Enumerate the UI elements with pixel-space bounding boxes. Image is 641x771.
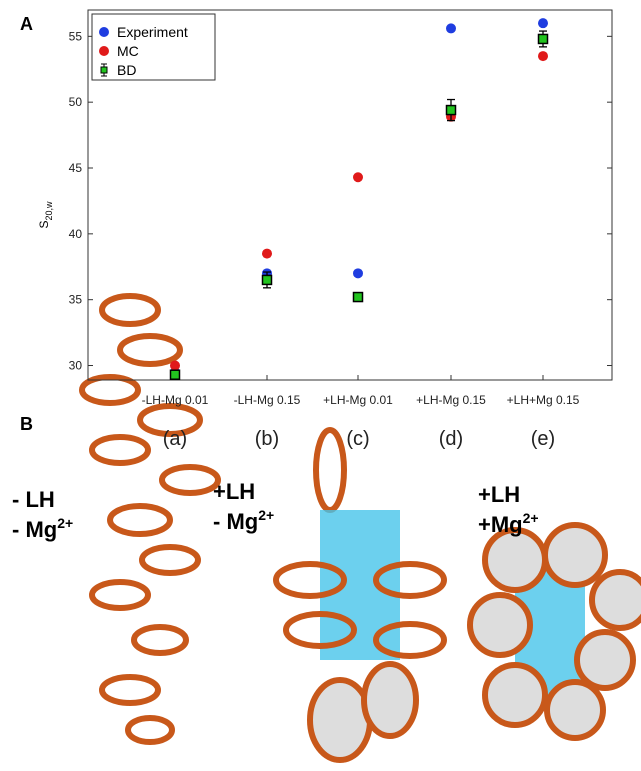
legend-marker (100, 66, 108, 74)
legend-box (91, 13, 216, 81)
structure-label: - Mg2+ (12, 515, 73, 542)
structure-label: - LH (12, 487, 55, 512)
data-point (353, 172, 363, 183)
legend-label: MC (117, 43, 139, 59)
category-letter: (d) (439, 428, 463, 450)
category-letter: (c) (346, 428, 369, 450)
legend-label: Experiment (117, 24, 188, 40)
structure-label-sup: 2+ (523, 510, 539, 526)
structure-illustrations (79, 293, 641, 763)
x-tick-label: +LH-Mg 0.15 (416, 393, 486, 407)
x-tick-label: +LH+Mg 0.15 (507, 393, 580, 407)
structure-label-sup: 2+ (57, 515, 73, 531)
structure-label-text: +Mg (478, 512, 523, 537)
y-axis-label: S20,w (37, 201, 54, 229)
category-letter: (a) (163, 428, 187, 450)
structure-label-text: - Mg (213, 509, 258, 534)
structure-label-text: - Mg (12, 517, 57, 542)
data-point (538, 18, 548, 29)
structure-label-text: +LH (478, 482, 520, 507)
legend-marker (99, 27, 109, 37)
y-tick-label: 55 (69, 29, 83, 43)
x-tick-label: -LH-Mg 0.01 (142, 393, 209, 407)
structure-label-text: +LH (213, 479, 255, 504)
structure-label: +LH (213, 479, 255, 504)
category-letter: (b) (255, 428, 279, 450)
legend: Experiment MC BD (91, 13, 216, 81)
data-point (537, 33, 549, 45)
structure-label-text: - LH (12, 487, 55, 512)
legend-marker (99, 46, 109, 56)
legend-label: BD (117, 62, 136, 78)
data-point (169, 369, 181, 380)
data-point (538, 51, 548, 62)
y-tick-label: 45 (69, 161, 83, 175)
data-point (352, 291, 364, 303)
x-tick-label: -LH-Mg 0.15 (234, 393, 301, 407)
y-tick-label: 35 (69, 293, 83, 307)
data-point (170, 360, 180, 371)
y-axis-label-sub: 20,w (44, 201, 54, 221)
data-point (353, 268, 363, 279)
data-point (446, 23, 456, 34)
panel-label: B (20, 414, 33, 434)
x-tick-label: +LH-Mg 0.01 (323, 393, 393, 407)
y-tick-label: 40 (69, 227, 83, 241)
category-letter: (e) (531, 428, 555, 450)
structure-label: +LH (478, 482, 520, 507)
structure-label-sup: 2+ (258, 507, 274, 523)
y-axis-label-main: S (37, 221, 51, 229)
structure-label: +Mg2+ (478, 510, 539, 537)
data-point (262, 248, 272, 259)
plot-frame (87, 9, 613, 381)
data-point (261, 274, 273, 286)
structure-label: - Mg2+ (213, 507, 274, 534)
panel-label: A (20, 14, 33, 34)
data-point (445, 104, 457, 116)
y-tick-label: 50 (69, 95, 83, 109)
y-tick-label: 30 (69, 359, 83, 373)
